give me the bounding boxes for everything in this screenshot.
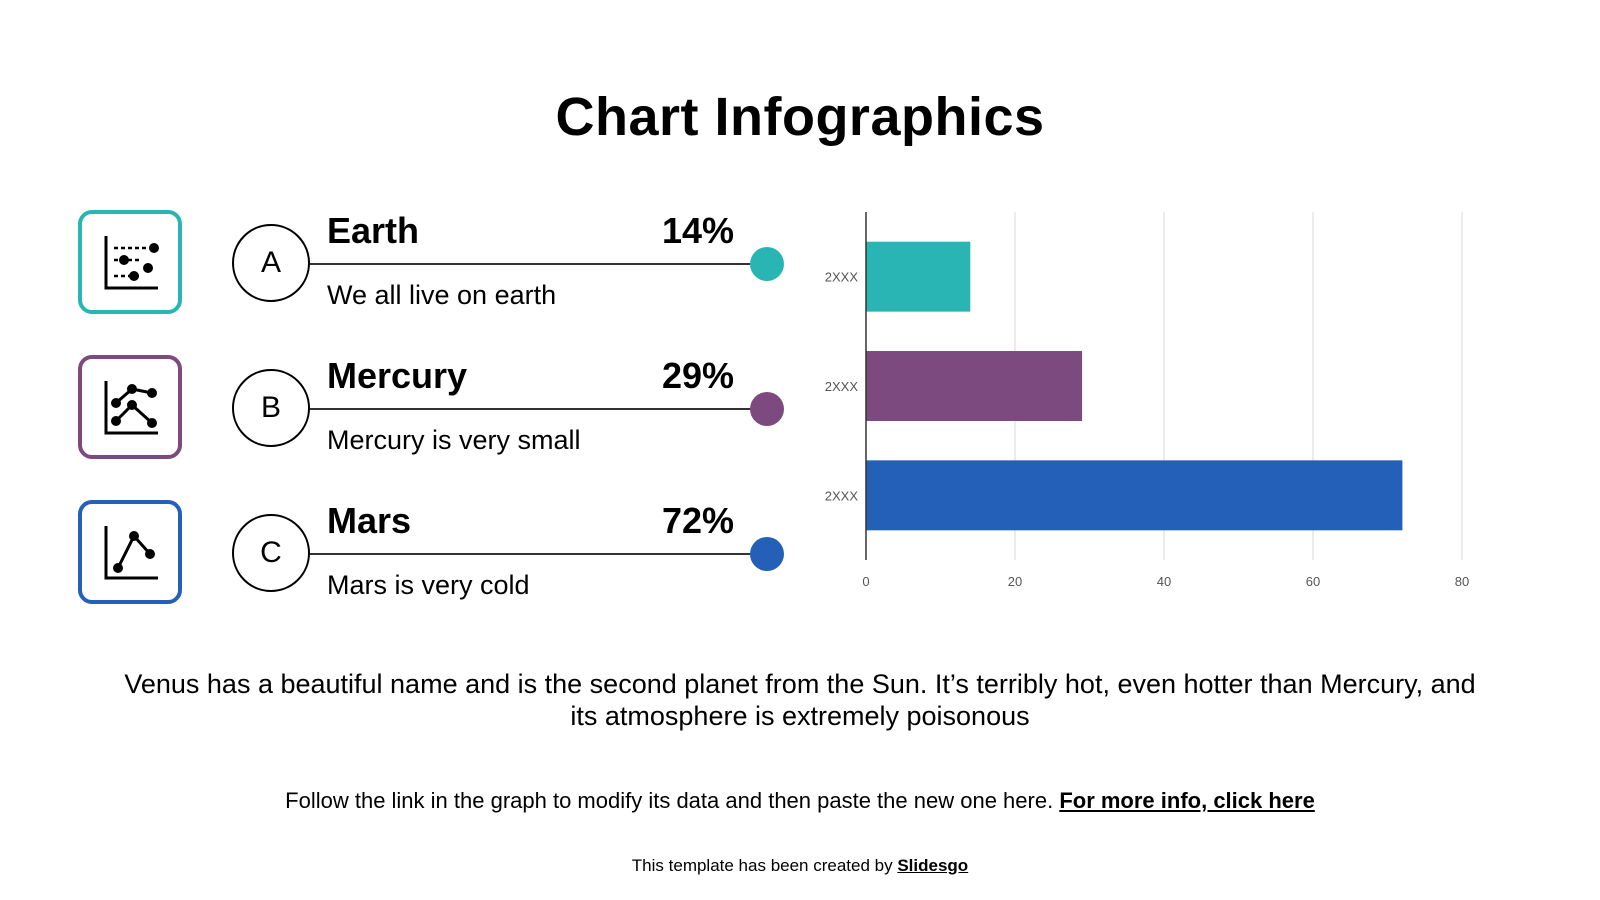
x-tick-label: 60 <box>1306 574 1320 589</box>
connector-line <box>310 263 760 265</box>
follow-note: Follow the link in the graph to modify i… <box>0 788 1600 814</box>
slidesgo-link[interactable]: Slidesgo <box>897 856 969 875</box>
x-tick-label: 80 <box>1455 574 1469 589</box>
item-description: We all live on earth <box>327 280 557 310</box>
list-item-mars: C Mars 72% Mars is very cold <box>0 500 820 612</box>
bar <box>866 460 1403 531</box>
follow-text: Follow the link in the graph to modify i… <box>285 788 1060 813</box>
x-tick-label: 0 <box>862 574 869 589</box>
x-tick-label: 40 <box>1157 574 1171 589</box>
item-name: Earth <box>327 210 420 251</box>
more-info-link[interactable]: For more info, click here <box>1059 788 1315 813</box>
item-percent: 72% <box>661 500 734 541</box>
item-percent: 29% <box>661 355 734 396</box>
item-description: Mars is very cold <box>327 570 530 600</box>
item-percent: 14% <box>661 210 734 251</box>
body-paragraph: Venus has a beautiful name and is the se… <box>124 669 1476 731</box>
list-item-earth: A Earth 14% We all live on earth <box>0 210 820 322</box>
item-name: Mars <box>327 500 412 541</box>
y-tick-label: 2XXX <box>825 270 859 285</box>
filter-chart-icon <box>104 236 159 290</box>
y-tick-label: 2XXX <box>825 488 859 503</box>
letter-badge: B <box>232 369 310 447</box>
bar <box>866 241 971 312</box>
credit-note: This template has been created by Slides… <box>0 856 1600 876</box>
letter-badge: C <box>232 514 310 592</box>
icon-box-earth <box>78 210 182 314</box>
bar <box>866 351 1083 421</box>
y-tick-label: 2XXX <box>825 379 859 394</box>
color-dot <box>750 247 784 281</box>
icon-box-mars <box>78 500 182 604</box>
line-chart-icon <box>104 526 158 580</box>
color-dot <box>750 537 784 571</box>
icon-box-mercury <box>78 355 182 459</box>
slide-title: Chart Infographics <box>555 87 1045 147</box>
credit-text: This template has been created by <box>631 856 898 875</box>
x-tick-label: 20 <box>1008 574 1022 589</box>
letter-badge: A <box>232 224 310 302</box>
list-item-mercury: B Mercury 29% Mercury is very small <box>0 355 820 467</box>
item-name: Mercury <box>327 355 468 396</box>
color-dot <box>750 392 784 426</box>
connector-line <box>310 553 760 555</box>
item-description: Mercury is very small <box>327 425 581 455</box>
multi-line-chart-icon <box>104 381 158 435</box>
bar-chart[interactable]: 0 20 40 60 80 2XXX 2XXX 2XXX <box>810 200 1510 610</box>
connector-line <box>310 408 760 410</box>
